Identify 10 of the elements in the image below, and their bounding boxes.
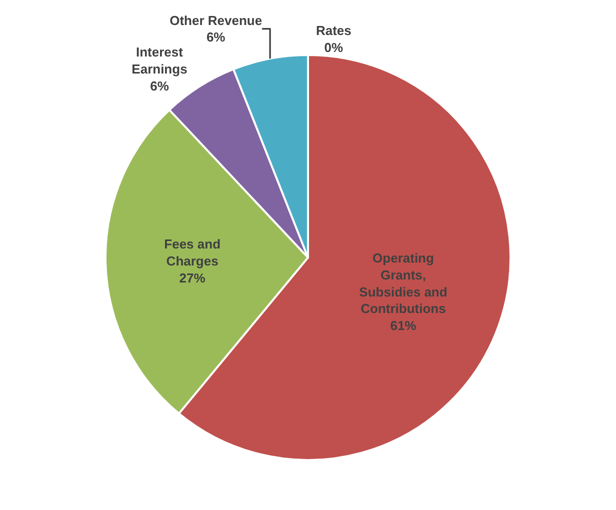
slice-label: Other Revenue <box>170 12 262 28</box>
data-label: 6% <box>150 78 170 94</box>
slice-label: Fees and Charges <box>164 236 221 269</box>
slice-label: Interest Earnings <box>132 44 188 77</box>
data-label: 27% <box>179 270 206 286</box>
slice-label: Operating Grants, Subsidies and Contributions <box>359 250 448 316</box>
text: 0% <box>324 40 344 55</box>
data-label: 6% <box>206 30 226 45</box>
data-label: 61% <box>390 318 417 334</box>
category-label: Rates <box>316 23 352 38</box>
